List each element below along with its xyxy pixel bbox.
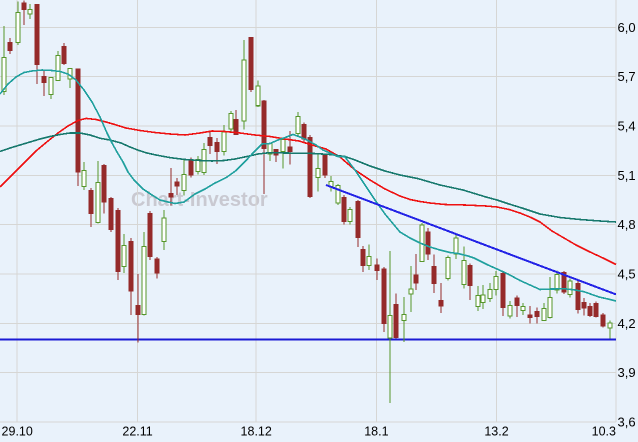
svg-text:6,0: 6,0 — [618, 20, 636, 35]
svg-text:29.10: 29.10 — [2, 424, 33, 438]
svg-text:4,5: 4,5 — [618, 267, 636, 282]
svg-text:4,2: 4,2 — [618, 316, 636, 331]
svg-text:5,1: 5,1 — [618, 168, 636, 183]
svg-text:13.2: 13.2 — [484, 424, 508, 438]
svg-text:3,9: 3,9 — [618, 365, 636, 380]
svg-text:Chart-Investor: Chart-Investor — [131, 189, 268, 211]
svg-text:18.1: 18.1 — [364, 424, 388, 438]
svg-text:22.11: 22.11 — [122, 424, 152, 438]
svg-text:4,8: 4,8 — [618, 217, 636, 232]
svg-text:10.3: 10.3 — [592, 424, 616, 438]
svg-text:18.12: 18.12 — [241, 424, 272, 438]
svg-text:5,4: 5,4 — [618, 119, 636, 134]
svg-text:5,7: 5,7 — [618, 69, 636, 84]
svg-text:3,6: 3,6 — [618, 414, 636, 429]
